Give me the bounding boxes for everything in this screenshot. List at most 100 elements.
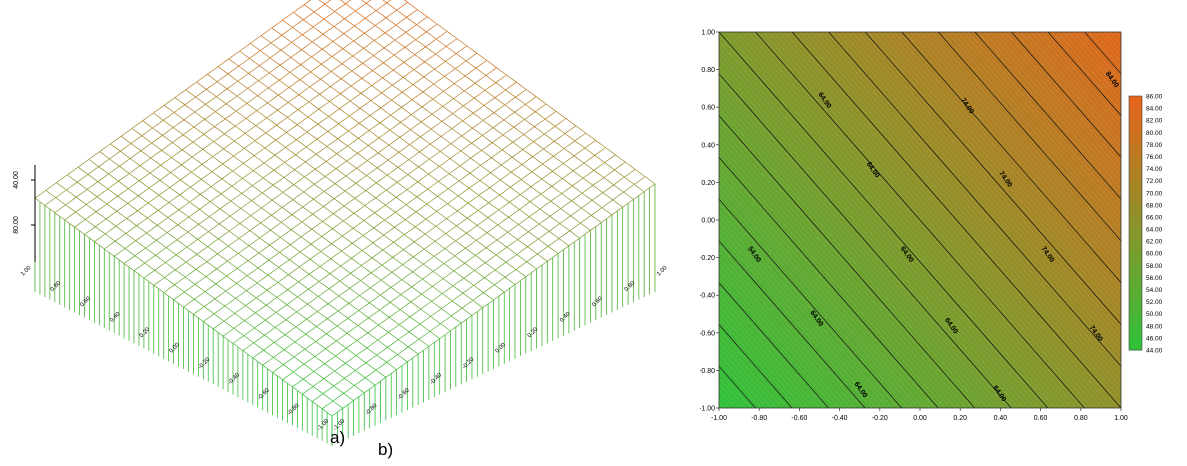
surface-grid-line	[225, 306, 235, 313]
surface-grid-line	[163, 120, 173, 127]
surface-grid-line	[496, 75, 507, 83]
surface-grid-line	[482, 128, 493, 136]
surface-grid-line	[104, 241, 115, 249]
surface-grid-line	[250, 231, 260, 238]
surface-grid-line	[382, 257, 393, 265]
surface-grid-line	[389, 310, 400, 318]
surface-grid-line	[371, 265, 382, 273]
surface-grid-line	[477, 218, 488, 226]
surface-grid-line	[317, 327, 327, 334]
surface-grid-line	[238, 73, 249, 81]
surface-grid-line	[519, 202, 530, 210]
surface-grid-line	[256, 126, 266, 133]
surface-grid-line	[443, 279, 453, 286]
surface-grid-line	[306, 139, 317, 147]
surface-grid-line	[129, 174, 139, 181]
surface-grid-line	[492, 143, 502, 150]
surface-grid-line	[474, 90, 485, 98]
surface-grid-line	[339, 109, 349, 116]
surface-grid-line	[88, 174, 98, 181]
surface-grid-line	[127, 211, 138, 219]
surface-grid-line	[142, 136, 152, 143]
surface-grid-line	[305, 154, 316, 162]
surface-grid-line	[507, 240, 518, 248]
surface-grid-line	[266, 125, 277, 133]
surface-grid-line	[395, 220, 406, 228]
surface-grid-line	[215, 112, 225, 119]
surface-grid-line	[194, 292, 205, 300]
surface-grid-line	[546, 104, 556, 111]
surface-grid-line	[95, 219, 106, 227]
surface-grid-line	[57, 175, 68, 183]
surface-grid-line	[388, 325, 399, 333]
surface-grid-line	[390, 295, 401, 303]
surface-grid-line	[194, 127, 204, 134]
surface-grid-line	[473, 293, 484, 301]
surface-grid-line	[467, 218, 477, 225]
surface-grid-line	[321, 244, 332, 252]
surface-grid-line	[497, 68, 507, 75]
colorbar: 86.0084.0082.0080.0078.0076.0074.0072.00…	[1129, 94, 1163, 355]
surface-grid-line	[375, 18, 386, 26]
surface-grid-line	[297, 125, 307, 132]
surface-grid-line	[346, 176, 356, 183]
x-axis-tick-label: 1.00	[1114, 415, 1128, 422]
surface-grid-line	[379, 138, 389, 145]
surface-grid-line	[355, 363, 366, 371]
surface-grid-line	[149, 188, 159, 195]
surface-grid-line	[274, 350, 285, 358]
surface-grid-line	[246, 111, 257, 119]
surface-grid-line	[390, 130, 400, 137]
surface-grid-line	[157, 218, 168, 226]
surface-grid-line	[486, 240, 497, 248]
surface-grid-line	[184, 292, 194, 299]
surface-grid-line	[418, 182, 428, 189]
surface-grid-line	[401, 115, 412, 123]
surface-grid-line	[355, 3, 366, 11]
surface-grid-line	[538, 239, 548, 246]
surface-grid-line	[336, 356, 346, 363]
surface-grid-line	[331, 251, 342, 259]
surface-grid-line	[243, 343, 254, 351]
surface-grid-line	[361, 93, 371, 100]
x-axis-tick-label: 0.40	[559, 311, 572, 324]
surface-grid-line	[370, 295, 381, 303]
surface-grid-line	[118, 196, 128, 203]
surface-grid-line	[271, 35, 282, 43]
colorbar-tick-label: 46.00	[1146, 335, 1163, 342]
surface-grid-line	[179, 210, 189, 217]
surface-grid-line	[312, 222, 323, 230]
surface-grid-line	[314, 4, 325, 12]
surface-grid-line	[298, 110, 308, 117]
surface-grid-line	[371, 93, 382, 101]
surface-grid-line	[304, 357, 315, 365]
surface-grid-line	[176, 247, 187, 255]
surface-grid-line	[500, 195, 510, 202]
x-axis-tick-label: 0.00	[913, 415, 927, 422]
surface-grid-line	[311, 237, 322, 245]
surface-grid-line	[382, 85, 393, 93]
surface-grid-line	[376, 362, 387, 370]
surface-grid-line	[293, 20, 304, 28]
surface-grid-line	[238, 253, 248, 260]
surface-grid-line	[253, 350, 264, 358]
surface-grid-line	[206, 82, 217, 90]
colorbar-swatch	[1129, 193, 1142, 206]
y-axis-tick-label: 0.80	[701, 67, 715, 74]
surface-grid-line	[119, 166, 129, 173]
surface-grid-line	[236, 298, 246, 305]
surface-grid-line	[303, 20, 313, 27]
surface-grid-line	[315, 357, 325, 364]
surface-grid-line	[302, 42, 313, 50]
surface-grid-line	[255, 141, 265, 148]
surface-grid-line	[361, 273, 372, 281]
surface-grid-line	[554, 141, 564, 148]
surface-grid-line	[235, 126, 245, 133]
surface-grid-line	[481, 165, 491, 172]
surface-grid-line	[552, 186, 562, 193]
surface-grid-line	[312, 57, 322, 64]
surface-grid-line	[334, 386, 344, 393]
surface-grid-line	[161, 158, 172, 166]
surface-grid-line	[56, 190, 67, 198]
surface-grid-line	[366, 3, 376, 10]
